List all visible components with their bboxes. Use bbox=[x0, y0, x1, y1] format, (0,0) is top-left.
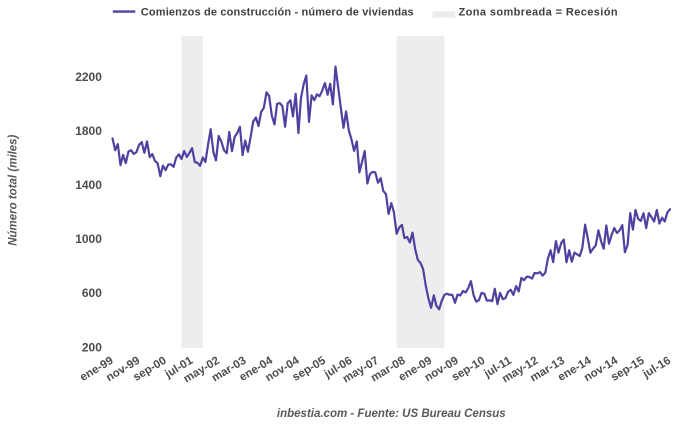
svg-text:2200: 2200 bbox=[75, 70, 102, 84]
svg-text:inbestia.com - Fuente: US Bure: inbestia.com - Fuente: US Bureau Census bbox=[277, 408, 506, 420]
svg-text:Zona sombreada = Recesión: Zona sombreada = Recesión bbox=[459, 7, 618, 19]
svg-text:200: 200 bbox=[82, 340, 102, 354]
svg-text:1800: 1800 bbox=[75, 124, 102, 138]
svg-text:1400: 1400 bbox=[75, 178, 102, 192]
svg-text:Número total (miles): Número total (miles) bbox=[8, 134, 20, 245]
svg-text:1000: 1000 bbox=[75, 232, 102, 246]
svg-text:600: 600 bbox=[82, 286, 102, 300]
svg-text:Comienzos de construcción - nú: Comienzos de construcción - número de vi… bbox=[141, 7, 414, 19]
